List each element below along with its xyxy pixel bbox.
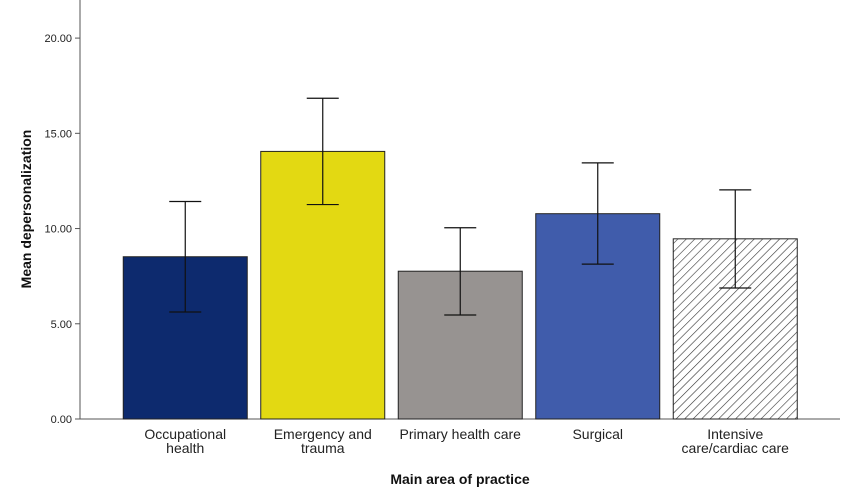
plot-area: 0.00 5.00 10.00 15.00 20.00 Occupational healt… — [44, 0, 840, 456]
y-tick-label: 20.00 — [44, 33, 72, 45]
x-axis-title: Main area of practice — [390, 471, 529, 487]
y-tick-label: 5.00 — [51, 319, 72, 331]
y-axis-title: Mean depersonalization — [18, 130, 34, 289]
y-tick-label: 0.00 — [51, 414, 72, 426]
x-tick-label: Emergency and trauma — [274, 426, 372, 456]
y-tick-label: 15.00 — [44, 128, 72, 140]
x-tick-label: Occupational health — [144, 426, 226, 456]
x-tick-label: Surgical — [572, 426, 623, 442]
x-tick-label: Intensive care/cardiac care — [682, 426, 790, 456]
y-tick-label: 10.00 — [44, 224, 72, 236]
x-tick-label: Primary health care — [400, 426, 522, 442]
